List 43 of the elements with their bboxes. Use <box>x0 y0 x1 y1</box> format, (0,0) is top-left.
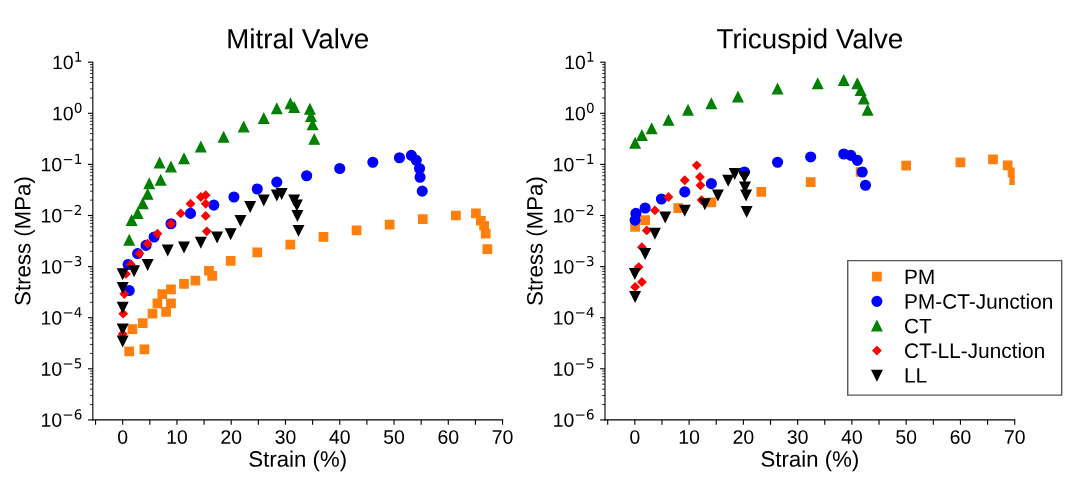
y-tick-label: 10$^{0}$ <box>565 102 594 121</box>
y-tick-label: 10$^{−6}$ <box>42 409 82 427</box>
legend-label: PM-CT-Junction <box>905 293 1052 309</box>
x-tick-label: 40 <box>841 430 862 444</box>
y-tick-label: 10$^{−4}$ <box>554 307 594 325</box>
y-tick-label: 10$^{1}$ <box>53 51 82 70</box>
legend-label: PM <box>905 269 934 285</box>
x-tick-label: 50 <box>383 430 405 444</box>
x-axis-title: Strain (%) <box>249 450 346 472</box>
x-tick-label: 0 <box>630 430 640 444</box>
y-tick-label: 10$^{−1}$ <box>554 153 594 172</box>
y-tick-label: 10$^{0}$ <box>53 102 82 121</box>
x-tick-label: 60 <box>438 430 459 444</box>
legend-label: CT <box>905 318 932 334</box>
x-tick-label: 50 <box>896 430 917 444</box>
x-axis-title: Strain (%) <box>761 450 858 472</box>
chart-title: Tricuspid Valve <box>717 28 903 55</box>
y-tick-label: 10$^{−3}$ <box>554 255 594 274</box>
x-tick-label: 30 <box>787 430 808 444</box>
x-tick-label: 70 <box>492 430 513 444</box>
x-tick-label: 40 <box>329 430 350 444</box>
x-tick-label: 10 <box>167 430 187 444</box>
chart-title: Mitral Valve <box>228 28 368 49</box>
legend-label: LL <box>905 368 927 383</box>
y-tick-label: 10$^{1}$ <box>565 51 594 70</box>
y-tick-label: 10$^{−1}$ <box>42 153 82 172</box>
x-tick-label: 20 <box>221 430 242 444</box>
y-tick-label: 10$^{−4}$ <box>42 307 82 325</box>
x-tick-label: 0 <box>118 430 128 444</box>
y-tick-label: 10$^{−2}$ <box>554 204 594 223</box>
y-tick-label: 10$^{−5}$ <box>554 358 594 376</box>
x-tick-label: 30 <box>275 430 296 444</box>
x-tick-label: 60 <box>950 430 971 444</box>
x-tick-label: 10 <box>679 430 700 444</box>
y-tick-label: 10$^{−5}$ <box>42 358 82 376</box>
y-tick-label: 10$^{−6}$ <box>554 409 594 427</box>
y-axis-title: Stress (MPa) <box>14 177 35 305</box>
y-tick-label: 10$^{−2}$ <box>42 204 82 223</box>
legend-label: CT-LL-Junction <box>905 342 1044 359</box>
y-axis-title: Stress (MPa) <box>526 177 548 305</box>
x-tick-label: 20 <box>733 430 754 444</box>
x-tick-label: 70 <box>1004 430 1025 444</box>
y-tick-label: 10$^{−3}$ <box>42 255 82 274</box>
